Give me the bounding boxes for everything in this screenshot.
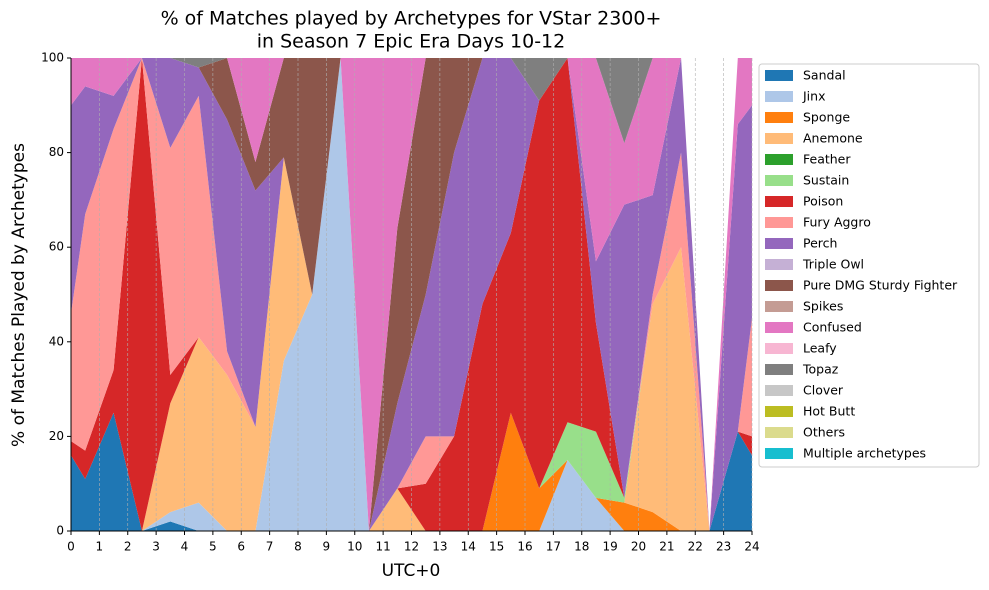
legend-swatch (765, 280, 793, 291)
x-tick-label: 12 (404, 540, 419, 554)
x-tick-label: 21 (659, 540, 674, 554)
legend-label: Sustain (803, 173, 849, 188)
x-tick-label: 0 (67, 540, 75, 554)
legend-swatch (765, 112, 793, 123)
y-axis-label: % of Matches Played by Archetypes (9, 143, 29, 447)
legend-swatch (765, 406, 793, 417)
legend-swatch (765, 448, 793, 459)
legend-label: Sandal (803, 68, 846, 83)
x-tick-label: 6 (237, 540, 245, 554)
legend-label: Jinx (802, 89, 825, 104)
legend-label: Anemone (803, 131, 863, 146)
legend-label: Hot Butt (803, 404, 855, 419)
chart-title: % of Matches played by Archetypes for VS… (161, 8, 662, 30)
legend-swatch (765, 196, 793, 207)
legend: Sandal Jinx Sponge Anemone Feather Sustain Poi… (758, 63, 980, 468)
x-tick-label: 11 (375, 540, 390, 554)
x-tick-label: 3 (152, 540, 160, 554)
legend-swatch (765, 238, 793, 249)
legend-swatch (765, 427, 793, 438)
x-tick-label: 20 (631, 540, 646, 554)
legend-label: Triple Owl (802, 257, 864, 272)
legend-label: Sponge (803, 110, 850, 125)
legend-swatch (765, 217, 793, 228)
x-tick-label: 5 (209, 540, 217, 554)
legend-label: Fury Aggro (803, 215, 871, 230)
legend-box (758, 63, 980, 468)
legend-swatch (765, 133, 793, 144)
legend-label: Leafy (803, 341, 837, 356)
area (71, 58, 752, 531)
x-tick-label: 4 (181, 540, 189, 554)
x-tick-label: 23 (716, 540, 731, 554)
x-tick-label: 10 (347, 540, 362, 554)
legend-swatch (765, 301, 793, 312)
x-tick-label: 17 (546, 540, 561, 554)
legend-swatch (765, 343, 793, 354)
x-tick-label: 8 (294, 540, 302, 554)
x-tick-label: 19 (602, 540, 617, 554)
y-tick-label: 80 (49, 145, 64, 159)
y-tick-label: 0 (56, 524, 64, 538)
x-tick-label: 13 (432, 540, 447, 554)
legend-swatch (765, 385, 793, 396)
legend-swatch (765, 154, 793, 165)
legend-swatch (765, 259, 793, 270)
y-tick-label: 40 (49, 334, 64, 348)
legend-swatch (765, 91, 793, 102)
x-tick-label: 24 (744, 540, 759, 554)
x-tick-label: 22 (688, 540, 703, 554)
legend-label: Others (803, 425, 845, 440)
x-tick-label: 2 (124, 540, 132, 554)
x-tick-label: 16 (517, 540, 532, 554)
legend-swatch (765, 322, 793, 333)
legend-label: Spikes (803, 299, 843, 314)
legend-label: Poison (803, 194, 843, 209)
chart-title: in Season 7 Epic Era Days 10-12 (257, 31, 565, 53)
plot-area: 0 1 2 3 4 5 6 7 8 9 10 11 12 13 14 15 16 17 18 19 20 21 22 23 24… (41, 51, 760, 554)
legend-swatch (765, 70, 793, 81)
legend-label: Pure DMG Sturdy Fighter (803, 278, 958, 293)
legend-label: Topaz (802, 362, 839, 377)
x-tick-label: 18 (574, 540, 589, 554)
legend-label: Clover (803, 383, 844, 398)
area (71, 58, 752, 531)
x-tick-label: 7 (266, 540, 274, 554)
area (71, 58, 752, 531)
x-tick-label: 1 (96, 540, 104, 554)
y-tick-label: 100 (41, 51, 64, 65)
legend-swatch (765, 175, 793, 186)
legend-label: Confused (803, 320, 862, 335)
legend-label: Perch (803, 236, 837, 251)
x-axis-label: UTC+0 (382, 561, 441, 581)
x-tick-label: 9 (323, 540, 331, 554)
legend-label: Multiple archetypes (803, 446, 926, 461)
area (71, 58, 752, 531)
y-tick-label: 60 (49, 240, 64, 254)
legend-label: Feather (803, 152, 851, 167)
y-tick-label: 20 (49, 429, 64, 443)
x-tick-label: 14 (461, 540, 476, 554)
x-tick-label: 15 (489, 540, 504, 554)
legend-swatch (765, 364, 793, 375)
